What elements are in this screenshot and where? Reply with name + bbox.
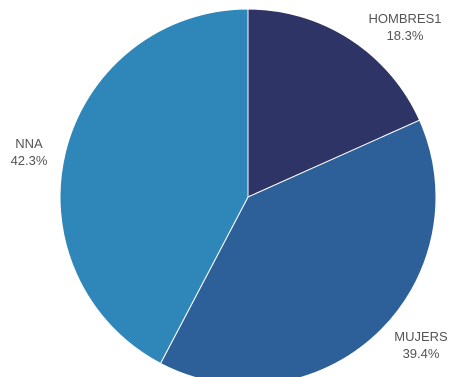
slice-label-hombres1-name: HOMBRES1: [368, 11, 442, 26]
slice-label-nna-value: 42.3%: [10, 153, 48, 168]
pie-slice-nna: [59, 8, 249, 365]
pie-slice-hombres1: [247, 8, 421, 198]
slice-label-nna-name: NNA: [15, 136, 43, 151]
pie-slices: [59, 8, 437, 377]
slice-label-hombres1: HOMBRES1 18.3%: [360, 10, 450, 44]
slice-label-mujers-name: MUJERS: [394, 329, 448, 344]
slice-label-mujers: MUJERS 39.4%: [392, 328, 450, 362]
slice-label-mujers-value: 39.4%: [402, 346, 440, 361]
slice-label-hombres1-value: 18.3%: [386, 28, 424, 43]
slice-label-nna: NNA 42.3%: [0, 135, 58, 169]
pie-slice-mujers: [159, 119, 437, 377]
